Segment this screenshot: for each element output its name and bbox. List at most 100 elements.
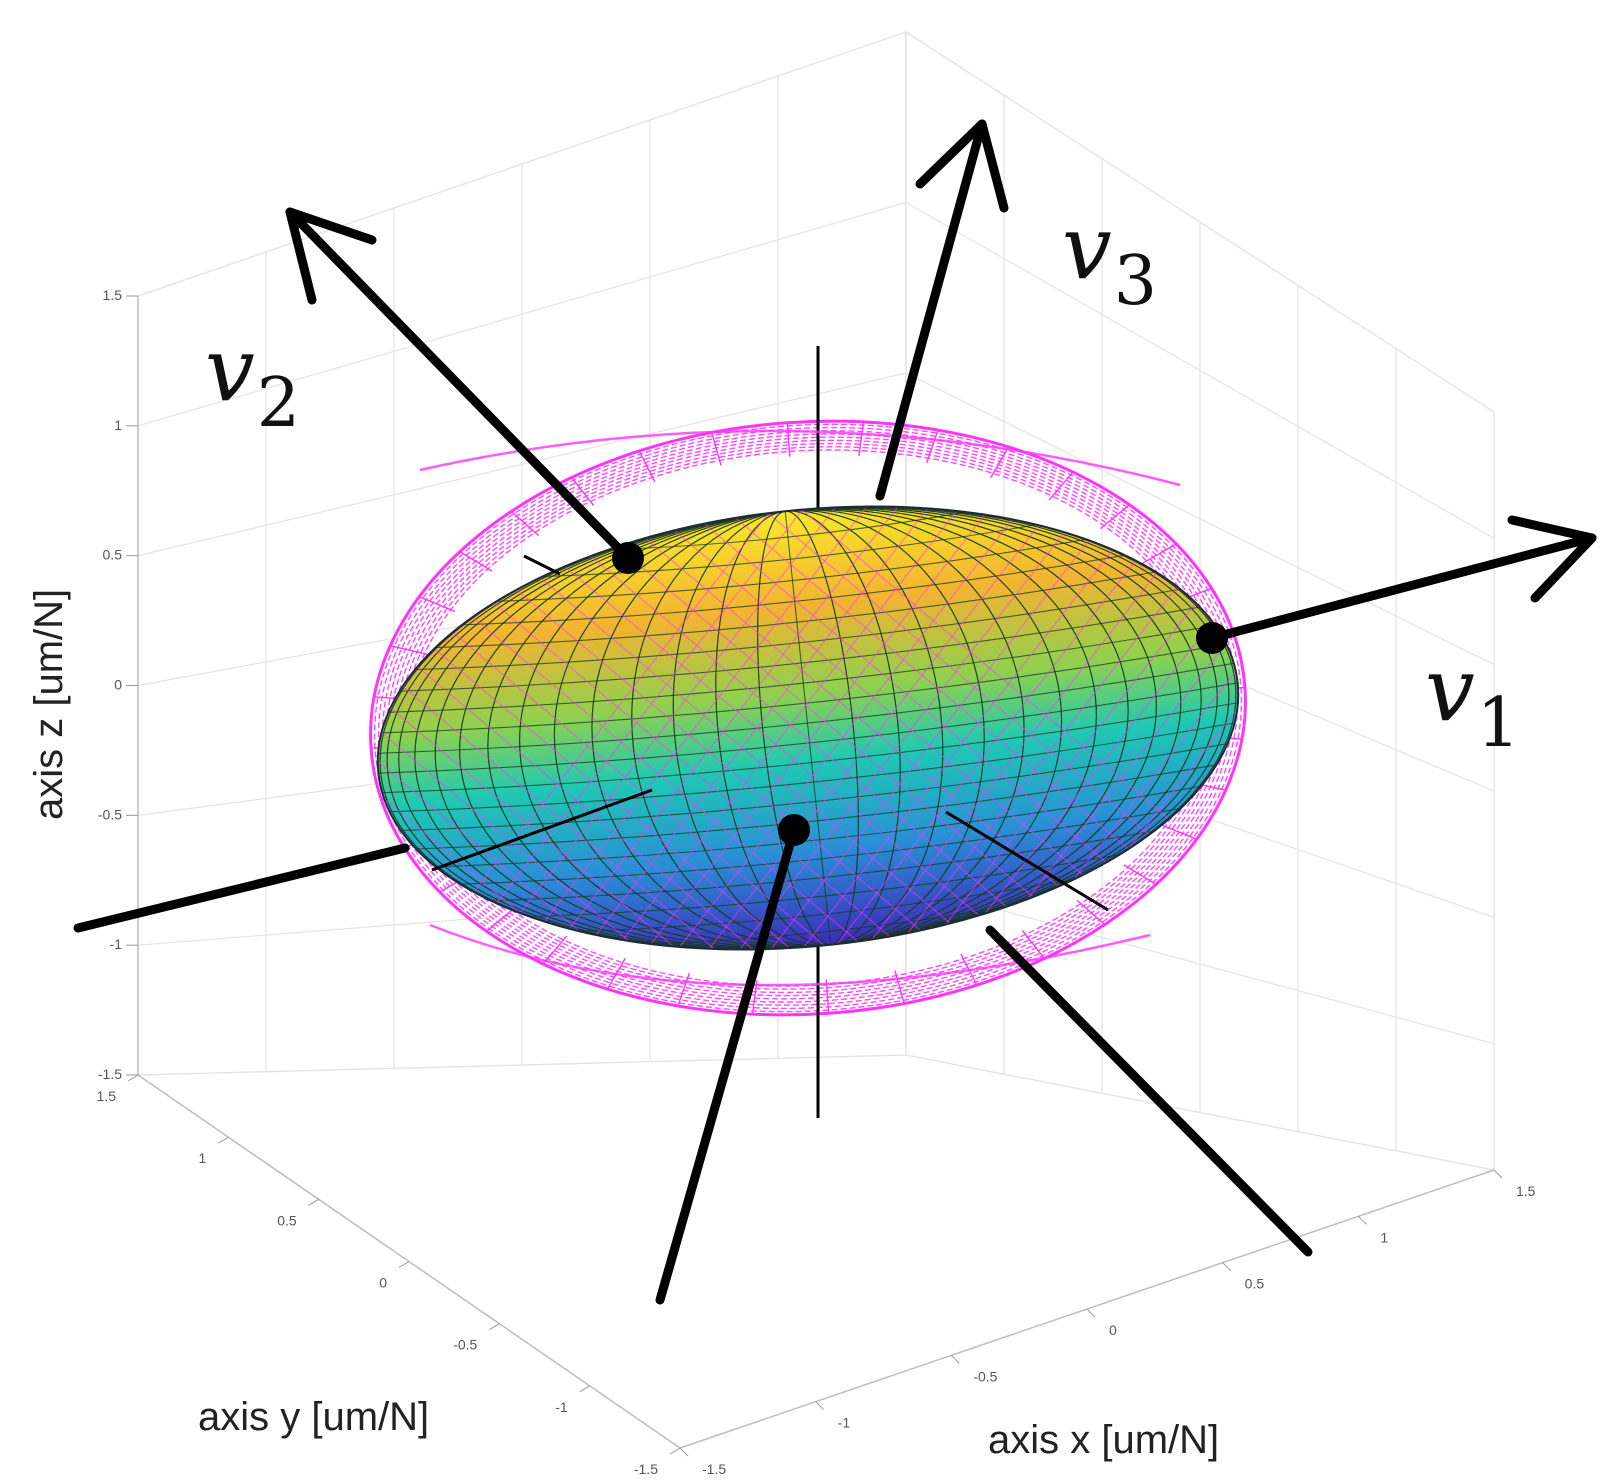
mesh-latitude: [381, 643, 1227, 734]
mesh-latitude: [399, 606, 1201, 692]
mesh-latitude: [435, 785, 1202, 868]
wireframe-spoke: [925, 429, 939, 464]
mesh-overlay-line: [452, 503, 1005, 970]
z-tick-label: 1.5: [103, 287, 123, 303]
mesh-latitude: [388, 624, 1216, 713]
wireframe-spoke: [990, 446, 1010, 479]
x-tick-labels: -1.5 -1 -0.5 0 0.5 1 1.5: [679, 1169, 1536, 1477]
x-tick-mark: [1086, 1308, 1096, 1318]
wireframe-bottom-rim: [429, 923, 1151, 987]
y-axis-label: axis y [um/N]: [198, 1395, 429, 1439]
wireframe-spoke: [677, 972, 691, 1007]
wireframe-spoke: [1123, 864, 1157, 885]
x-tick-label: -1: [838, 1415, 851, 1431]
y-tick-label: -1.5: [634, 1461, 658, 1477]
mesh-overlay-line: [355, 535, 701, 990]
wireframe-spoke: [1076, 899, 1106, 926]
mesh-overlay-line: [486, 499, 1039, 966]
x-tick-mark: [815, 1401, 825, 1411]
y-tick-label: 1.5: [97, 1088, 117, 1104]
z-tick-label: -0.5: [98, 806, 122, 822]
x-tick-label: 0: [1109, 1322, 1117, 1338]
ellipsoid-outline: [376, 505, 1240, 951]
v3-back-line: [655, 825, 799, 1305]
wireframe-spoke: [1142, 543, 1177, 564]
mesh-latitude: [579, 878, 1074, 932]
x-axis-label: axis x [um/N]: [988, 1418, 1219, 1462]
y-tick-labels: 1.5 1 0.5 0 -0.5 -1 -1.5: [97, 1074, 681, 1477]
mesh-latitude: [378, 662, 1234, 754]
y-tick-mark: [579, 1385, 590, 1393]
y-tick-mark: [308, 1198, 319, 1206]
v1-marker: [1196, 622, 1228, 654]
wireframe-spoke: [711, 432, 722, 466]
mesh-latitude: [414, 588, 1181, 671]
wireframe-spoke: [1021, 930, 1045, 959]
x-tick-label: 0.5: [1245, 1276, 1265, 1292]
wireframe-spoke: [1160, 823, 1197, 840]
x-tick-mark: [950, 1354, 960, 1364]
wireframe-front: [419, 429, 1181, 987]
y-tick-label: -1: [555, 1399, 568, 1415]
mesh-latitude: [400, 743, 1228, 832]
mesh-overlay-line: [355, 528, 768, 990]
wireframe-spoke: [390, 645, 429, 656]
v3-label: v3: [1062, 196, 1157, 321]
mesh-latitude: [496, 538, 1087, 602]
v2-arrow-head: [285, 207, 377, 305]
mesh-latitude: [389, 722, 1235, 813]
wireframe-spoke: [858, 421, 865, 456]
mesh-latitude: [382, 702, 1239, 794]
mesh-overlay-line: [936, 466, 1261, 977]
mesh-overlay-line: [564, 466, 1009, 990]
mesh-overlay-line: [587, 489, 1140, 956]
mesh-overlay-line: [496, 466, 941, 990]
z-tick-label: 1: [114, 417, 122, 433]
v2-marker: [612, 542, 644, 574]
principal-vectors: [73, 119, 1597, 1305]
x-tick-label: 1.5: [1516, 1183, 1536, 1199]
v2-inner-line-top: [523, 554, 561, 576]
v1-inner-line: [431, 788, 653, 872]
v2-inner-line: [945, 810, 1109, 912]
solid-ellipsoid: [355, 466, 1261, 990]
y-tick-mark: [127, 1074, 139, 1082]
y-tick-label: 0.5: [277, 1212, 297, 1228]
wireframe-spoke: [510, 510, 540, 537]
v2-label: v2: [205, 318, 300, 443]
wireframe-top-rim: [419, 429, 1181, 487]
mesh-overlay-line: [355, 524, 802, 990]
mesh-latitude: [460, 807, 1181, 885]
z-gridline-right: [905, 31, 1495, 413]
mesh-overlay-line: [598, 466, 1042, 990]
wireframe-spoke: [486, 906, 517, 932]
y-tick-mark: [669, 1447, 681, 1455]
wireframe-spoke: [638, 450, 656, 483]
mesh-overlay-line: [665, 466, 1110, 990]
mesh-latitude: [491, 830, 1155, 902]
x-tick-label: 1: [1380, 1229, 1388, 1245]
z-tick-labels: -1.5 -1 -0.5 0 0.5 1 1.5: [98, 287, 138, 1082]
mesh-overlay-line: [530, 466, 975, 990]
x-tick-mark: [1493, 1169, 1503, 1179]
z-gridline-left: [137, 31, 907, 297]
z-tick-label: 0.5: [103, 547, 123, 563]
mesh-overlay-line: [355, 531, 735, 990]
wireframe-spoke: [1099, 504, 1130, 530]
y-tick-label: 0: [379, 1275, 387, 1291]
mesh-overlay-line: [902, 466, 1261, 980]
v1-back-line: [73, 843, 410, 933]
ellipsoid-surface: [377, 506, 1239, 950]
v1-arrow-head: [1507, 515, 1597, 603]
wireframe-spoke: [419, 596, 456, 613]
x-tick-mark: [1357, 1215, 1367, 1225]
v1-arrow-shaft: [1207, 533, 1597, 643]
y-tick-mark: [398, 1261, 410, 1268]
mesh-overlay-line: [969, 466, 1261, 973]
y-tick-label: 1: [199, 1150, 207, 1166]
wireframe-spoke: [894, 970, 905, 1004]
mesh-overlay-line: [1003, 466, 1261, 970]
z-tick-label: -1.5: [98, 1066, 122, 1082]
y-tick-mark: [489, 1323, 500, 1331]
